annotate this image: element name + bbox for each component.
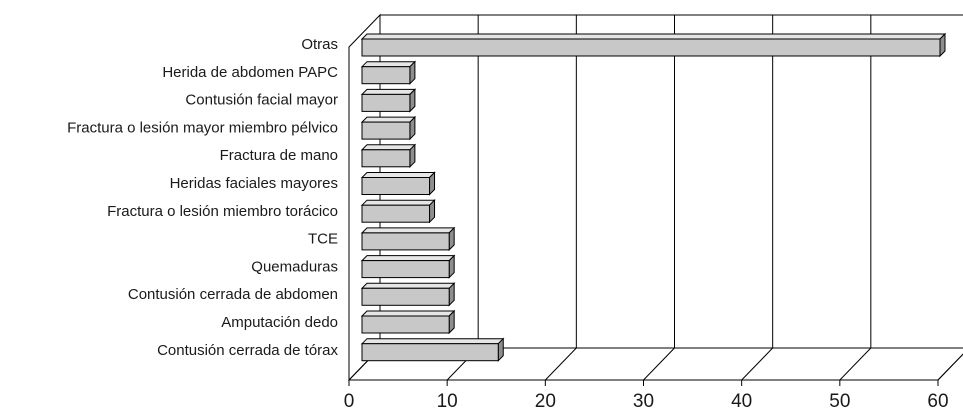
bars [360,32,947,362]
bar-amputacion-dedo [360,309,456,335]
tick-labels: 0 10 20 30 40 50 60 [344,391,949,411]
floor-gridline-40 [741,347,774,381]
grid-lines [348,15,963,386]
category-label-contusion-cerrada-de-abdomen: Contusión cerrada de abdomen [128,286,338,303]
bar-front [361,343,499,362]
tick-label-10: 10 [437,391,458,411]
bar-front [361,287,450,306]
category-labels: Otras Herida de abdomen PAPC Contusión fac… [67,36,338,359]
bar-front [361,121,411,140]
category-label-heridas-faciales-mayores: Heridas faciales mayores [170,175,338,192]
bar-top [360,61,417,68]
bar-top [360,310,456,317]
bar-front [361,66,411,85]
tick-label-20: 20 [535,391,556,411]
bar-front [361,260,450,279]
floor-gridline-50 [839,347,872,381]
bar-front [361,93,411,112]
bar-front [361,177,431,195]
bar-contusion-cerrada-de-abdomen [360,282,456,307]
bar-fractura-o-lesion-mayor-miembro-pelvico [360,115,417,141]
bar-front [361,232,450,251]
category-label-quemaduras: Quemaduras [251,258,338,275]
tick-label-0: 0 [344,391,355,411]
category-label-fractura-o-lesion-mayor-miembro-pelvico: Fractura o lesión mayor miembro pélvico [67,119,338,136]
category-label-contusion-facial-mayor: Contusión facial mayor [185,92,338,109]
floor-gridline-60 [937,353,963,381]
bar-otras [360,32,947,58]
bar-top [360,33,947,40]
bar-fractura-de-mano [360,143,417,169]
category-label-tce: TCE [308,231,338,248]
back-wall [379,14,963,349]
bar-top [360,282,456,289]
category-label-fractura-de-mano: Fractura de mano [220,147,338,164]
category-label-amputacion-dedo: Amputación dedo [221,314,338,331]
bar-top [360,116,417,123]
tick-label-60: 60 [927,391,948,411]
category-label-otras: Otras [301,36,338,53]
bar-top [360,172,436,178]
bar-tce [360,226,456,252]
category-label-contusion-cerrada-de-torax: Contusión cerrada de tórax [157,342,338,359]
bar-top [360,255,456,262]
floor-gridline-30 [643,347,675,381]
bar-front [361,149,411,168]
bar-quemaduras [360,254,456,279]
bar-contusion-facial-mayor [360,88,417,113]
tick-label-30: 30 [633,391,654,411]
bar-top [360,199,436,206]
bar-top [360,88,417,95]
bar-fractura-o-lesion-miembro-toracico [360,198,436,224]
bar-contusion-cerrada-de-torax [360,337,505,362]
bar-front [361,38,941,57]
category-label-fractura-o-lesion-miembro-toracico: Fractura o lesión miembro torácico [107,203,338,220]
bar-top [360,338,505,345]
tick-label-50: 50 [829,391,850,411]
tick-label-40: 40 [731,391,752,411]
bar-top [360,144,417,151]
bar-front [361,315,450,334]
bar-top [360,227,456,234]
bar-heridas-faciales-mayores [360,171,436,196]
category-label-herida-de-abdomen-papc: Herida de abdomen PAPC [162,64,338,81]
floor-gridline-20 [544,347,577,381]
bar-front [361,204,431,223]
bar-herida-de-abdomen-papc [360,60,417,85]
